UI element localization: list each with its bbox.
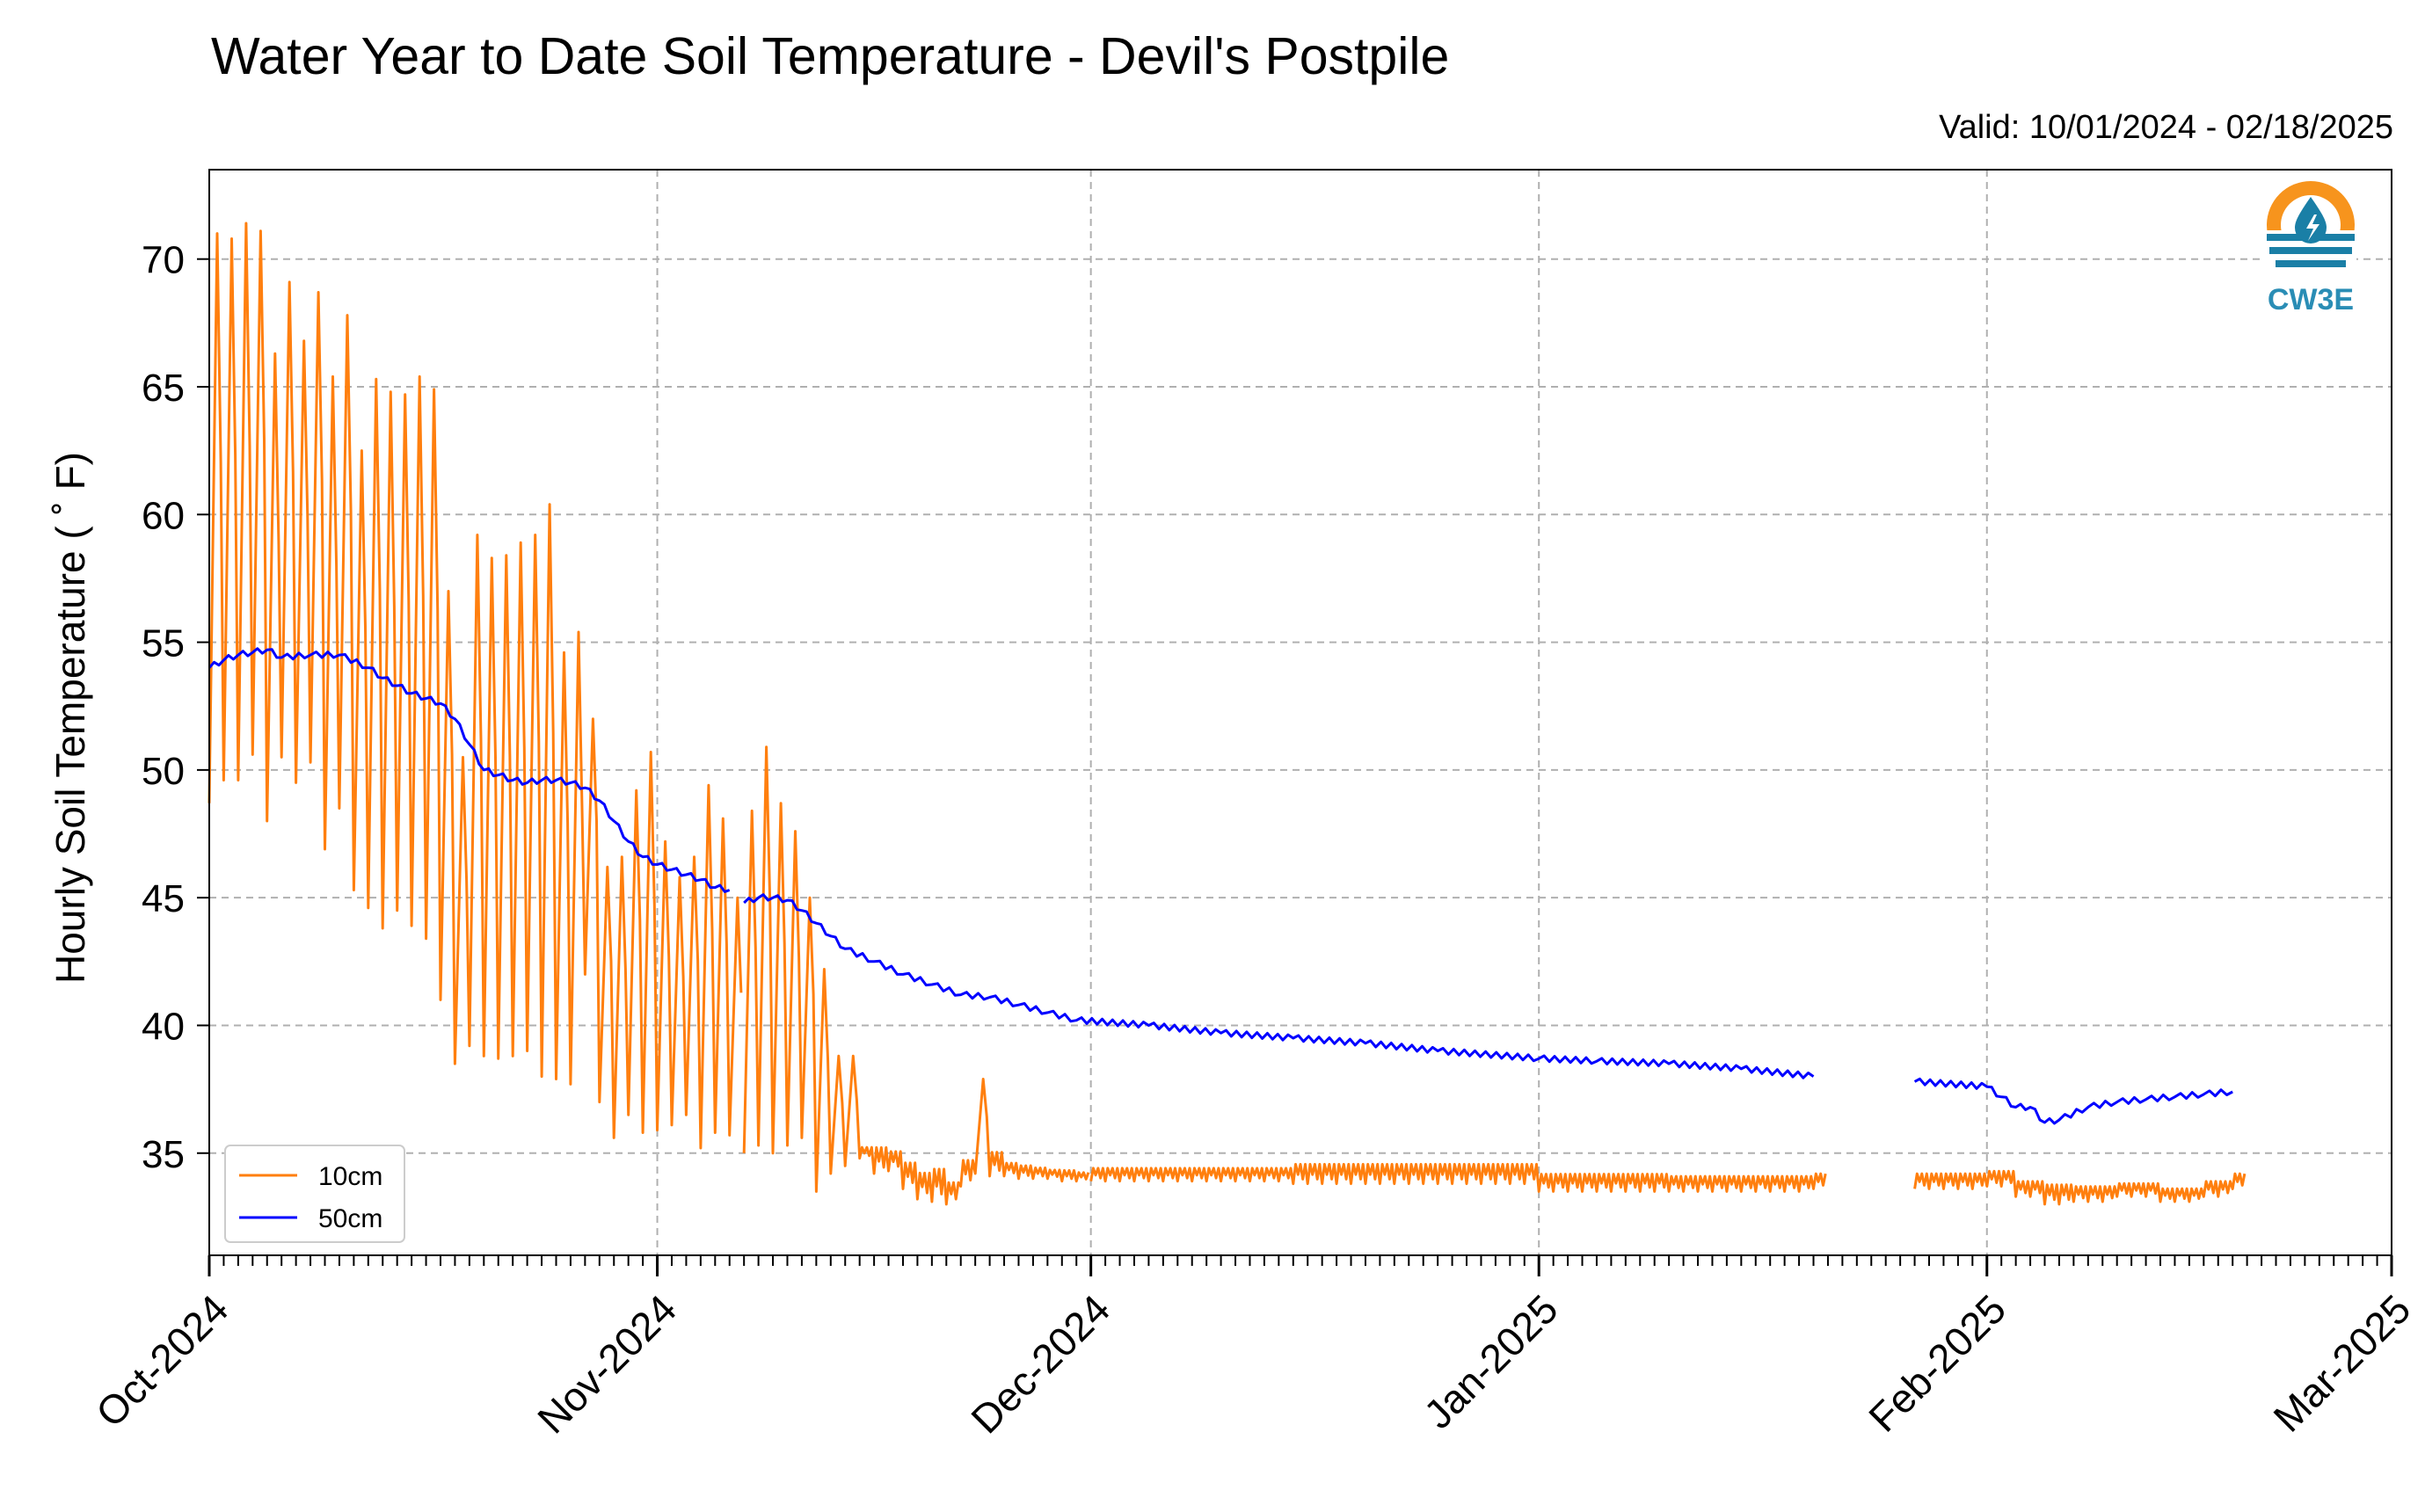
x-tick-labels: Oct-2024 Nov-2024 Dec-2024 Jan-2025 Feb-2025… xyxy=(87,1286,2420,1443)
logo-text: CW3E xyxy=(2268,283,2354,316)
y-tick-label: 40 xyxy=(142,1005,185,1048)
y-tick-label: 35 xyxy=(142,1133,185,1176)
logo-drop-icon xyxy=(2295,197,2327,244)
x-tick-label: Oct-2024 xyxy=(87,1286,237,1436)
y-tick-label: 65 xyxy=(142,367,185,410)
series-line-10cm xyxy=(742,745,1090,1206)
y-axis-label: Hourly Soil Temperature ( ˚ F) xyxy=(47,452,93,984)
series-line-10cm xyxy=(208,222,743,1150)
x-tick-label: Jan-2025 xyxy=(1415,1286,1566,1437)
y-tick-label: 60 xyxy=(142,494,185,537)
y-tick-labels: 35 40 45 50 55 60 65 70 xyxy=(142,239,185,1176)
axis-ticks xyxy=(197,258,2393,1276)
series-layer xyxy=(208,222,2247,1206)
x-tick-label: Mar-2025 xyxy=(2264,1286,2419,1441)
x-tick-label: Nov-2024 xyxy=(528,1286,685,1443)
series-line-10cm xyxy=(1089,1162,1827,1193)
legend-label-50cm: 50cm xyxy=(318,1204,382,1233)
x-tick-label: Dec-2024 xyxy=(962,1286,1118,1443)
chart-title: Water Year to Date Soil Temperature - De… xyxy=(211,27,1450,85)
y-tick-label: 55 xyxy=(142,622,185,665)
series-line-50cm xyxy=(1913,1077,2233,1125)
legend: 10cm 50cm xyxy=(224,1145,405,1243)
x-tick-label: Feb-2025 xyxy=(1860,1286,2014,1441)
series-line-10cm xyxy=(1913,1169,2247,1206)
series-line-50cm xyxy=(208,647,731,893)
series-line-50cm xyxy=(743,893,1815,1079)
logo-water-icon xyxy=(2267,234,2355,267)
legend-label-10cm: 10cm xyxy=(318,1162,382,1191)
plot-frame xyxy=(208,169,2392,1256)
y-tick-label: 45 xyxy=(142,877,185,920)
grid-lines xyxy=(209,170,2392,1255)
y-tick-label: 50 xyxy=(142,750,185,793)
cw3e-logo: CW3E xyxy=(2265,181,2356,316)
chart-subtitle: Valid: 10/01/2024 - 02/18/2025 xyxy=(1939,109,2393,146)
series-50cm xyxy=(208,647,2233,1125)
series-10cm xyxy=(208,222,2247,1206)
y-tick-label: 70 xyxy=(142,239,185,282)
